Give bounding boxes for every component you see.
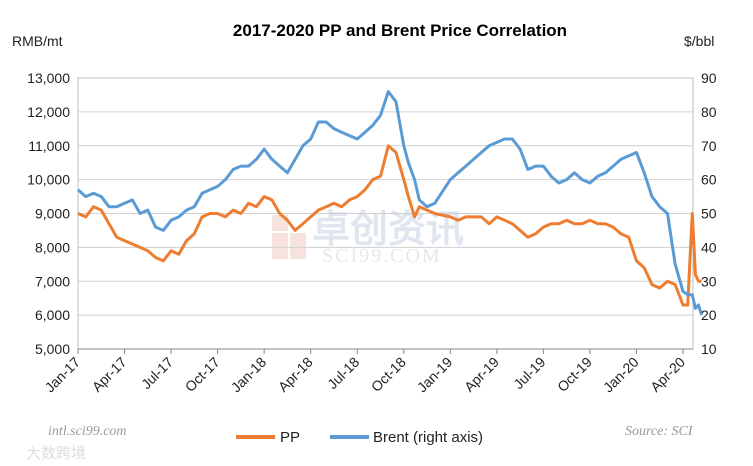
left-axis-unit: RMB/mt: [12, 33, 63, 49]
x-tick-label: Jan-20: [600, 354, 642, 396]
x-tick-label: Jan-19: [414, 354, 456, 396]
x-tick-label: Apr-18: [275, 354, 316, 395]
left-tick-label: 9,000: [35, 206, 70, 222]
source-credit: Source: SCI: [625, 424, 694, 439]
x-tick-label: Apr-20: [647, 354, 688, 395]
x-tick-label: Jan-17: [42, 354, 84, 396]
x-tick-label: Oct-17: [182, 354, 223, 395]
right-tick-label: 40: [701, 239, 717, 255]
right-axis-unit: $/bbl: [684, 33, 714, 49]
left-tick-label: 6,000: [35, 307, 70, 323]
pp-line: [77, 144, 702, 307]
left-tick-label: 8,000: [35, 239, 70, 255]
left-tick-label: 7,000: [35, 273, 70, 289]
x-tick-label: Jan-18: [228, 354, 270, 396]
legend-label-pp: PP: [280, 429, 300, 446]
left-tick-label: 11,000: [28, 138, 70, 154]
right-tick-label: 70: [701, 138, 717, 154]
left-tick-label: 10,000: [27, 172, 70, 188]
x-tick-label: Jul-19: [510, 354, 548, 392]
watermark-en: SCI99.COM: [322, 245, 442, 267]
left-tick-label: 12,000: [27, 104, 70, 120]
right-tick-label: 50: [701, 206, 717, 222]
x-tick-label: Jul-18: [324, 354, 362, 392]
site-credit: intl.sci99.com: [48, 424, 127, 439]
x-tick-label: Jul-17: [138, 354, 176, 392]
brent-line: [77, 90, 704, 316]
legend-label-brent: Brent (right axis): [373, 429, 483, 446]
right-tick-label: 60: [701, 172, 717, 188]
x-tick-label: Apr-17: [89, 354, 130, 395]
brand-watermark: 大数跨境: [26, 444, 86, 462]
x-tick-label: Oct-18: [368, 354, 409, 395]
legend: PP Brent (right axis): [236, 429, 483, 446]
x-tick-label: Oct-19: [554, 354, 595, 395]
watermark: 卓创资讯 SCI99.COM: [272, 209, 464, 267]
right-tick-label: 80: [701, 104, 717, 120]
watermark-cn: 卓创资讯: [312, 209, 464, 251]
right-tick-label: 90: [701, 70, 717, 86]
chart-title: 2017-2020 PP and Brent Price Correlation: [233, 21, 567, 40]
right-tick-label: 20: [701, 307, 717, 323]
right-tick-label: 10: [701, 341, 717, 357]
right-tick-label: 30: [701, 273, 717, 289]
left-tick-label: 5,000: [35, 341, 70, 357]
left-tick-label: 13,000: [27, 70, 70, 86]
x-tick-label: Apr-19: [461, 354, 502, 395]
